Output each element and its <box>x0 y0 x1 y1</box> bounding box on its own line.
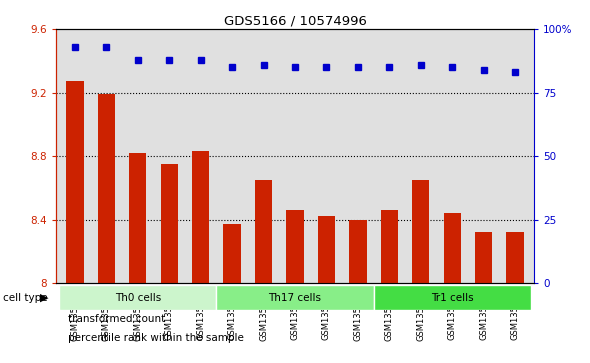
Bar <box>217 285 373 310</box>
Bar <box>59 285 217 310</box>
Text: percentile rank within the sample: percentile rank within the sample <box>68 333 244 343</box>
Bar <box>373 285 531 310</box>
Bar <box>129 153 146 283</box>
Text: transformed count: transformed count <box>68 314 165 325</box>
Bar <box>444 213 461 283</box>
Bar <box>475 232 492 283</box>
Text: Tr1 cells: Tr1 cells <box>431 293 474 303</box>
Bar <box>255 180 272 283</box>
Bar <box>192 151 209 283</box>
Text: Th17 cells: Th17 cells <box>268 293 322 303</box>
Bar <box>506 232 524 283</box>
Text: Th0 cells: Th0 cells <box>114 293 161 303</box>
Bar <box>349 220 366 283</box>
Bar <box>412 180 430 283</box>
Text: cell type: cell type <box>3 293 48 303</box>
Text: ▶: ▶ <box>40 293 48 303</box>
Bar <box>98 94 115 283</box>
Title: GDS5166 / 10574996: GDS5166 / 10574996 <box>224 15 366 28</box>
Bar <box>318 216 335 283</box>
Bar <box>381 210 398 283</box>
Bar <box>286 210 304 283</box>
Bar <box>160 164 178 283</box>
Bar <box>66 81 84 283</box>
Bar <box>224 224 241 283</box>
